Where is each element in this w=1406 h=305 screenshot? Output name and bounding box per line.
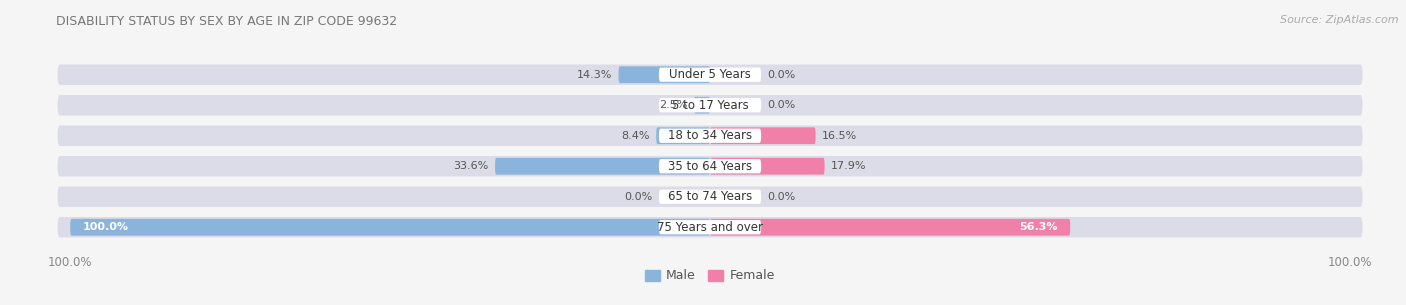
FancyBboxPatch shape bbox=[619, 66, 710, 83]
Text: 14.3%: 14.3% bbox=[576, 70, 612, 80]
FancyBboxPatch shape bbox=[659, 68, 761, 82]
FancyBboxPatch shape bbox=[710, 127, 815, 144]
FancyBboxPatch shape bbox=[58, 186, 1362, 207]
Text: 0.0%: 0.0% bbox=[624, 192, 652, 202]
Text: 0.0%: 0.0% bbox=[768, 70, 796, 80]
Text: 5 to 17 Years: 5 to 17 Years bbox=[672, 99, 748, 112]
Text: 65 to 74 Years: 65 to 74 Years bbox=[668, 190, 752, 203]
FancyBboxPatch shape bbox=[70, 219, 710, 235]
Text: 18 to 34 Years: 18 to 34 Years bbox=[668, 129, 752, 142]
FancyBboxPatch shape bbox=[495, 158, 710, 174]
Text: 35 to 64 Years: 35 to 64 Years bbox=[668, 160, 752, 173]
Text: 16.5%: 16.5% bbox=[823, 131, 858, 141]
Legend: Male, Female: Male, Female bbox=[640, 264, 780, 288]
FancyBboxPatch shape bbox=[695, 97, 710, 114]
Text: 33.6%: 33.6% bbox=[453, 161, 489, 171]
Text: 0.0%: 0.0% bbox=[768, 192, 796, 202]
FancyBboxPatch shape bbox=[710, 219, 1070, 235]
Text: 17.9%: 17.9% bbox=[831, 161, 866, 171]
FancyBboxPatch shape bbox=[710, 158, 824, 174]
FancyBboxPatch shape bbox=[659, 159, 761, 173]
FancyBboxPatch shape bbox=[58, 126, 1362, 146]
FancyBboxPatch shape bbox=[659, 129, 761, 143]
FancyBboxPatch shape bbox=[58, 95, 1362, 115]
FancyBboxPatch shape bbox=[659, 98, 761, 112]
FancyBboxPatch shape bbox=[58, 217, 1362, 237]
FancyBboxPatch shape bbox=[657, 127, 710, 144]
Text: 56.3%: 56.3% bbox=[1019, 222, 1057, 232]
Text: DISABILITY STATUS BY SEX BY AGE IN ZIP CODE 99632: DISABILITY STATUS BY SEX BY AGE IN ZIP C… bbox=[56, 15, 398, 28]
Text: 2.5%: 2.5% bbox=[659, 100, 688, 110]
Text: 75 Years and over: 75 Years and over bbox=[657, 221, 763, 234]
FancyBboxPatch shape bbox=[58, 65, 1362, 85]
Text: 0.0%: 0.0% bbox=[768, 100, 796, 110]
FancyBboxPatch shape bbox=[58, 156, 1362, 176]
Text: 100.0%: 100.0% bbox=[83, 222, 129, 232]
FancyBboxPatch shape bbox=[659, 190, 761, 204]
FancyBboxPatch shape bbox=[659, 220, 761, 234]
Text: 8.4%: 8.4% bbox=[621, 131, 650, 141]
Text: Source: ZipAtlas.com: Source: ZipAtlas.com bbox=[1281, 15, 1399, 25]
Text: Under 5 Years: Under 5 Years bbox=[669, 68, 751, 81]
